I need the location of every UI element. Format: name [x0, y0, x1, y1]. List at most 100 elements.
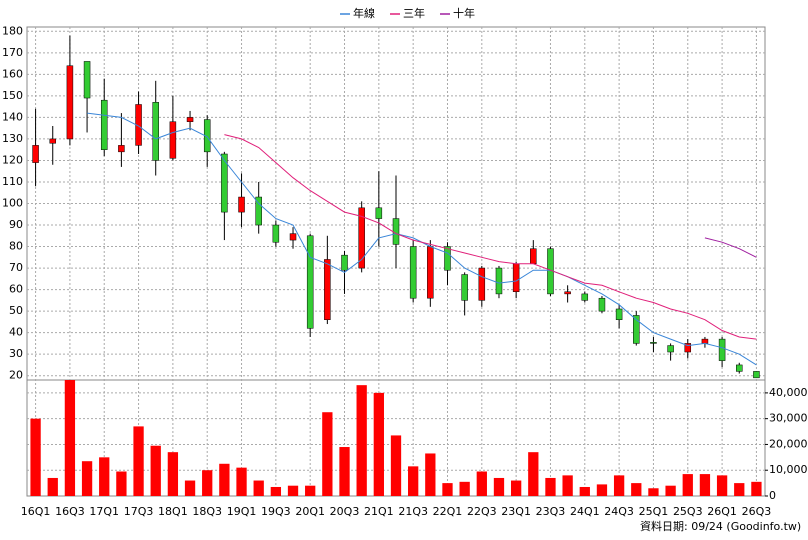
volume-bar [270, 486, 282, 496]
candle-body [495, 267, 503, 295]
candle-body [306, 235, 314, 329]
legend-label: 年線 [353, 6, 375, 20]
candle-body [272, 224, 280, 243]
y-tick-label: 40 [9, 326, 23, 339]
candle-body [152, 102, 159, 161]
candle-body [221, 153, 228, 213]
candle-body [684, 343, 692, 353]
candle-body [341, 254, 348, 271]
y-tick-label: 100 [2, 197, 23, 210]
candle-body [83, 61, 91, 99]
y-tick-label: 30 [9, 347, 23, 360]
x-tick-label: 22Q1 [433, 505, 463, 518]
candle-body [530, 248, 537, 265]
volume-bar [30, 418, 41, 496]
candle-body [753, 371, 760, 379]
candle-body [375, 207, 383, 219]
candle-body [32, 145, 39, 163]
candle-body [238, 196, 245, 213]
x-tick-label: 20Q3 [330, 505, 360, 518]
candle-body [49, 138, 56, 144]
y2-tick-label: 30,000 [769, 412, 808, 425]
volume-bar [116, 471, 127, 496]
candle-body [598, 297, 606, 312]
candle-body [444, 246, 451, 271]
volume-bar [236, 467, 247, 496]
candle-body [118, 145, 125, 153]
x-tick-label: 22Q3 [467, 505, 497, 518]
volume-bar [64, 380, 76, 496]
volume-bar [545, 477, 556, 496]
candle-body [409, 246, 417, 299]
x-tick-label: 23Q3 [536, 505, 566, 518]
volume-bar [81, 461, 93, 496]
y-tick-label: 110 [2, 175, 23, 188]
x-tick-label: 18Q1 [158, 505, 188, 518]
candle-body [358, 207, 365, 269]
candle-body [461, 274, 468, 301]
x-tick-label: 25Q3 [673, 505, 703, 518]
x-tick-label: 19Q1 [227, 505, 257, 518]
candle-body [650, 342, 657, 344]
ma-line [224, 134, 757, 340]
y-tick-label: 120 [2, 153, 23, 166]
y-tick-label: 60 [9, 283, 23, 296]
x-tick-label: 20Q1 [295, 505, 325, 518]
volume-bar [408, 466, 419, 496]
volume-bar [716, 475, 728, 496]
y-tick-label: 90 [9, 218, 23, 231]
volume-bar [287, 485, 299, 496]
ma-line [704, 237, 757, 258]
volume-bar [596, 484, 608, 496]
y-tick-label: 80 [9, 240, 23, 253]
candle-body [392, 218, 400, 245]
candle-body [667, 345, 674, 353]
x-tick-label: 24Q1 [570, 505, 600, 518]
volume-bar [682, 474, 693, 496]
x-tick-label: 17Q1 [89, 505, 119, 518]
y-tick-label: 20 [9, 369, 23, 382]
x-tick-label: 18Q3 [192, 505, 222, 518]
volume-bar [665, 485, 676, 496]
x-tick-label: 25Q1 [639, 505, 669, 518]
volume-bar [219, 463, 230, 496]
volume-bar [322, 412, 333, 496]
volume-bar [99, 457, 110, 496]
candle-body [615, 308, 623, 320]
candle-body [581, 293, 589, 301]
volume-bar [699, 474, 711, 496]
y2-tick-label: 20,000 [769, 437, 808, 450]
x-tick-label: 16Q3 [55, 505, 85, 518]
x-tick-label: 23Q1 [501, 505, 531, 518]
y2-tick-label: 10,000 [769, 463, 808, 476]
y-tick-label: 160 [2, 67, 23, 80]
legend-label: 三年 [403, 6, 425, 20]
volume-bar [613, 475, 625, 496]
volume-bar [253, 480, 264, 496]
candle-body [478, 267, 486, 301]
y-tick-label: 130 [2, 132, 23, 145]
candle-body [169, 121, 177, 159]
x-tick-label: 17Q3 [124, 505, 154, 518]
candle-body [427, 246, 434, 299]
candle-body [324, 259, 331, 320]
footer: 資料日期: 09/24 (Goodinfo.tw) [640, 519, 801, 533]
y-tick-label: 50 [9, 304, 23, 317]
volume-bar [133, 426, 144, 496]
volume-bar [305, 485, 316, 496]
candle-body [718, 338, 726, 361]
volume-bar [493, 477, 505, 496]
volume-bar [579, 486, 590, 496]
x-tick-label: 21Q1 [364, 505, 394, 518]
y-tick-label: 180 [2, 24, 23, 37]
volume-bar [734, 483, 745, 496]
y2-tick-label: 40,000 [769, 386, 808, 399]
candle-body [289, 233, 297, 241]
x-tick-label: 26Q1 [707, 505, 737, 518]
y-tick-label: 70 [9, 261, 23, 274]
candle-body [564, 291, 571, 295]
volume-bar [390, 435, 402, 496]
candle-body [66, 65, 74, 140]
x-tick-label: 16Q1 [21, 505, 51, 518]
